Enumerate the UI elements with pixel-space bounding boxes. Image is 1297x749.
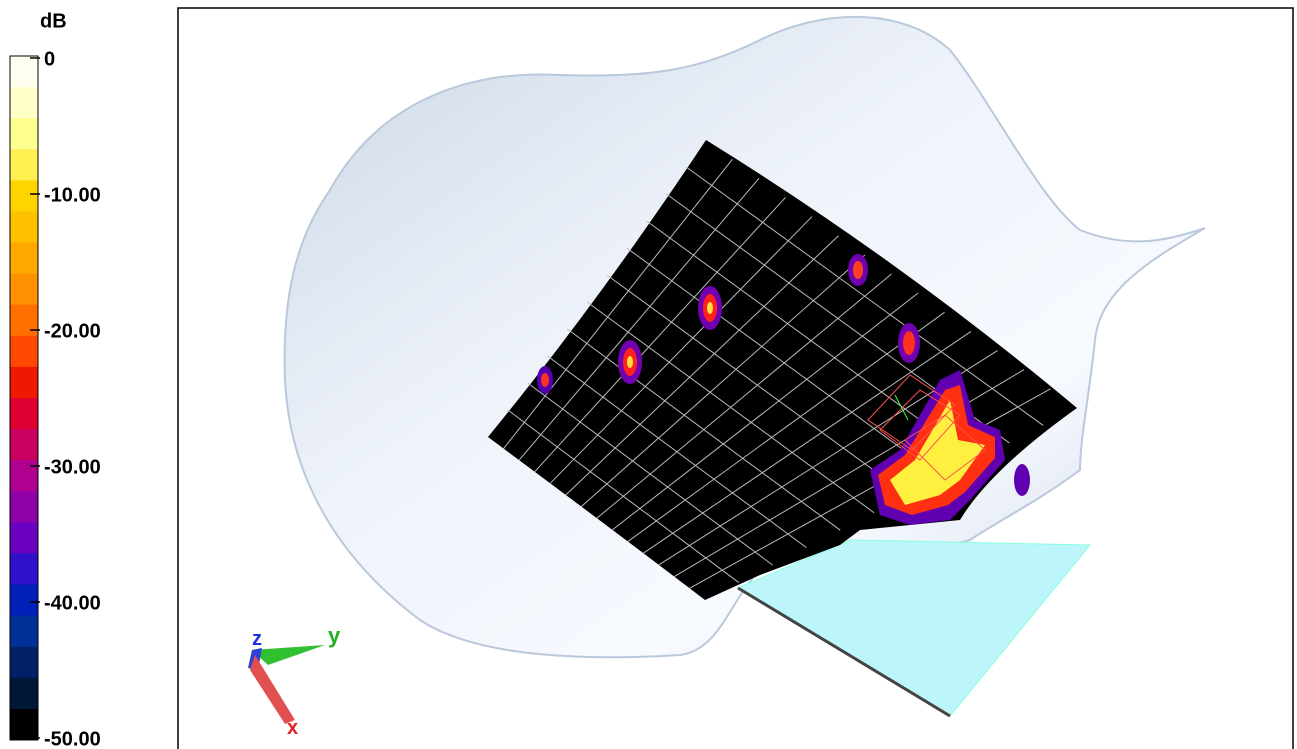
grid-line: [547, 355, 807, 549]
grid-line: [596, 273, 892, 519]
axis-x-label: x: [287, 717, 298, 739]
sar-grid: [503, 158, 1051, 589]
hotspot: [707, 302, 713, 314]
colorbar-label: -20.00: [44, 320, 101, 342]
grid-line: [518, 177, 760, 461]
colorbar-band: [10, 584, 38, 617]
hotspots: [537, 254, 1030, 525]
colorbar-unit: dB: [40, 10, 67, 32]
colorbar-band: [10, 366, 38, 399]
grid-line: [549, 216, 813, 484]
colorbar-label: -30.00: [44, 456, 101, 478]
colorbar-band: [10, 615, 38, 648]
axis-triad: z y x: [248, 623, 341, 739]
colorbar-band: [10, 460, 38, 492]
grid-line: [685, 166, 1044, 426]
grid-line: [503, 158, 733, 449]
colorbar-band: [10, 335, 38, 368]
axis-x-arrow: [250, 655, 295, 724]
colorbar: dB 0 -10.00 -20.00 -30.00 -40.00 -50.00: [9, 10, 101, 749]
colorbar-band: [10, 646, 38, 679]
colorbar-label: -10.00: [44, 184, 101, 206]
colorbar-band: [10, 398, 38, 430]
grid-line: [565, 235, 839, 496]
colorbar-label: -40.00: [44, 592, 101, 614]
colorbar-bands: [10, 56, 38, 741]
colorbar-band: [10, 553, 38, 586]
grid-line: [527, 382, 773, 566]
colorbar-band: [10, 56, 38, 88]
grid-line: [534, 197, 786, 473]
colorbar-frame: [9, 55, 39, 741]
phone-antenna-wireframe: [867, 374, 986, 481]
grid-line: [606, 274, 909, 496]
colorbar-band: [10, 211, 38, 244]
grid-line: [611, 292, 919, 531]
colorbar-label: 0: [44, 48, 55, 70]
colorbar-band: [10, 491, 38, 523]
colorbar-band: [10, 429, 38, 461]
axis-z-label: z: [252, 628, 262, 650]
grid-line: [586, 301, 875, 514]
colorbar-band: [10, 180, 38, 212]
phone-board-edge: [737, 586, 951, 718]
colorbar-band: [10, 708, 38, 741]
hotspot: [903, 331, 915, 355]
colorbar-band: [10, 304, 38, 337]
grid-line: [507, 409, 740, 583]
hotspot: [1014, 464, 1030, 496]
hotspot-core: [890, 400, 985, 505]
colorbar-band: [10, 149, 38, 181]
colorbar-band: [10, 118, 38, 150]
axis-y-label: y: [328, 623, 341, 648]
grid-line: [627, 311, 945, 543]
colorbar-band: [10, 273, 38, 306]
grid-line: [566, 328, 841, 531]
hotspot: [853, 261, 863, 279]
colorbar-band: [10, 242, 38, 275]
colorbar-band: [10, 87, 38, 119]
hotspot: [541, 373, 549, 387]
colorbar-label: -50.00: [44, 728, 101, 749]
colorbar-band: [10, 522, 38, 554]
grid-line: [626, 247, 943, 479]
axis-y-arrow: [252, 645, 325, 665]
viewport: z y x: [177, 7, 1294, 749]
grid-line: [580, 254, 866, 508]
grid-line: [689, 388, 1051, 589]
hotspot: [627, 356, 633, 368]
colorbar-band: [10, 677, 38, 710]
grid-line: [642, 331, 972, 554]
